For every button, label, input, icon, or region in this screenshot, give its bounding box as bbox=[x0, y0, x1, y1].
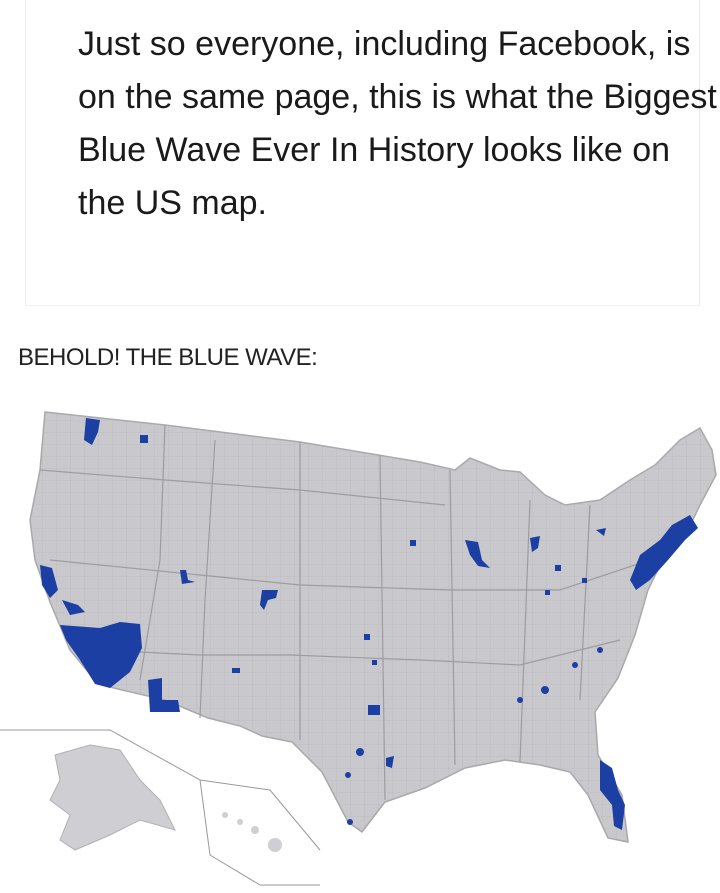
northeast-corridor bbox=[630, 515, 698, 590]
chicago bbox=[465, 540, 490, 568]
pennsylvania-county bbox=[582, 578, 587, 583]
bay-area bbox=[62, 600, 85, 615]
colorado-counties bbox=[260, 590, 278, 610]
minnesota-county bbox=[410, 540, 416, 546]
alaska bbox=[49, 744, 176, 851]
new-mexico-county bbox=[232, 668, 240, 673]
michigan-county bbox=[530, 536, 540, 552]
us-county-map bbox=[0, 411, 717, 886]
inset-alaska-hawaii bbox=[0, 729, 321, 886]
ohio-county-2 bbox=[545, 590, 550, 595]
carolina-county-2 bbox=[597, 647, 603, 653]
texas-county-3 bbox=[345, 772, 351, 778]
texas-county-5 bbox=[347, 819, 353, 825]
utah-county bbox=[180, 570, 195, 584]
georgia-county bbox=[541, 686, 549, 694]
central-california bbox=[40, 565, 58, 598]
oklahoma-county bbox=[372, 660, 377, 665]
seattle bbox=[84, 418, 100, 445]
ohio-county bbox=[555, 565, 561, 571]
kansas-county bbox=[364, 634, 370, 640]
hawaii bbox=[222, 812, 282, 852]
carolina-county bbox=[572, 662, 578, 668]
alabama-county bbox=[517, 697, 523, 703]
post-card: Just so everyone, including Facebook, is… bbox=[25, 0, 717, 306]
state-borders bbox=[39, 424, 651, 801]
washington-county bbox=[140, 435, 148, 443]
blue-counties bbox=[40, 418, 698, 830]
contiguous-us bbox=[29, 411, 717, 843]
southern-california bbox=[60, 622, 142, 688]
new-york-upstate bbox=[596, 528, 606, 536]
arizona-counties bbox=[148, 678, 180, 712]
texas-county-2 bbox=[356, 748, 364, 756]
post-text: Just so everyone, including Facebook, is… bbox=[78, 25, 717, 222]
south-florida bbox=[600, 760, 625, 830]
texas-county-1 bbox=[368, 705, 380, 715]
texas-county-4 bbox=[386, 756, 394, 768]
map-caption: BEHOLD! THE BLUE WAVE: bbox=[18, 344, 318, 371]
